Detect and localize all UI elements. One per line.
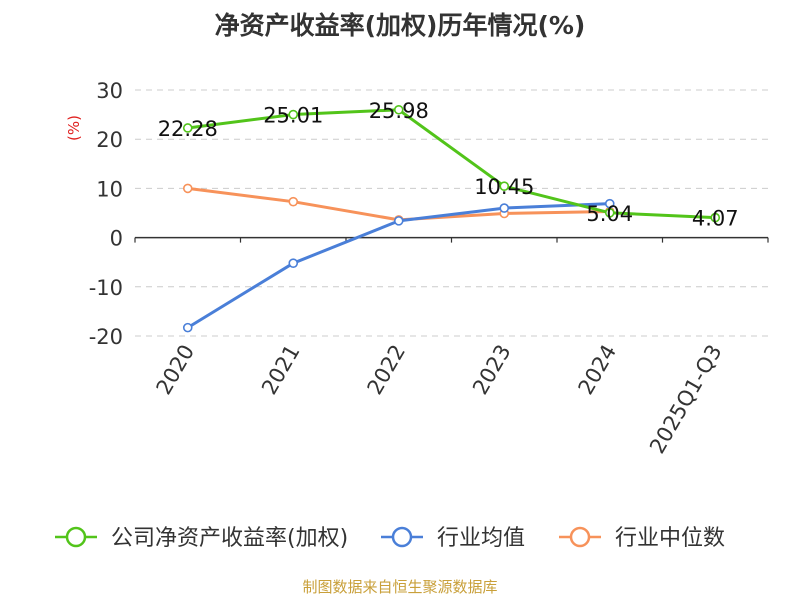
data-point [499,181,510,191]
series-line-0 [187,108,716,220]
data-label: 25.98 [369,99,429,123]
chart-title: 净资产收益率(加权)历年情况(%) [214,11,586,40]
x-tick-label: 2023 [468,341,516,399]
data-label: 4.07 [692,207,739,231]
data-point [288,258,299,268]
data-point [288,109,299,120]
x-tick-label: 2025Q1-Q3 [645,341,727,458]
legend-label: 行业中位数 [615,526,725,551]
data-label: 5.04 [586,202,633,226]
source-note: 制图数据来自恒生聚源数据库 [302,578,498,596]
data-point [604,208,615,218]
legend-marker [391,526,413,548]
x-tick-label: 2024 [574,341,622,399]
data-label: 10.45 [474,175,534,199]
data-point [499,203,510,213]
legend-marker [569,526,591,548]
y-tick-label: -10 [89,276,123,300]
y-tick-label: 20 [96,128,123,152]
data-point [393,104,404,115]
legend-label: 行业均值 [437,526,525,551]
y-axis-label: (%) [65,115,83,141]
data-point [393,216,404,226]
y-tick-label: -20 [89,325,123,349]
y-tick-label: 30 [96,79,123,103]
x-tick-label: 2022 [363,341,411,399]
y-tick-label: 10 [96,177,123,201]
x-tick-label: 2021 [257,341,305,399]
data-label: 22.28 [158,117,218,141]
data-point [288,196,299,207]
legend-marker [65,526,87,548]
legend-label: 公司净资产收益率(加权) [111,526,348,551]
data-point [182,183,193,194]
data-point [710,212,721,223]
data-point [182,123,193,133]
data-point [604,198,615,209]
data-label: 25.01 [263,104,323,128]
x-tick-label: 2020 [152,341,200,399]
data-point [182,322,193,333]
y-tick-label: 0 [110,227,123,251]
